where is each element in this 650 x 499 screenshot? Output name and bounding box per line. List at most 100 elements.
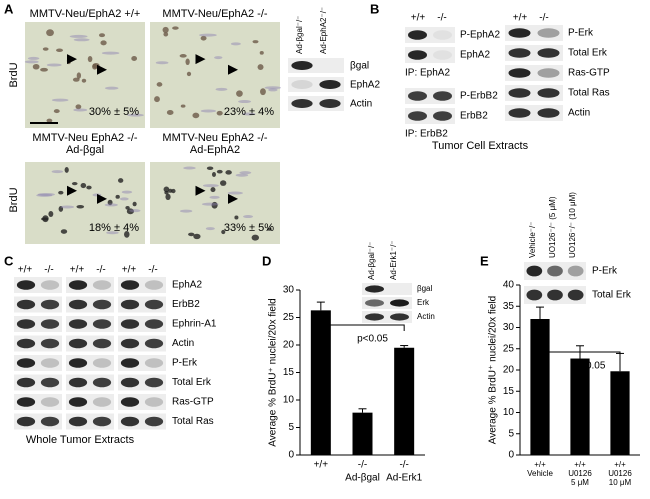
blot-band (92, 299, 112, 310)
nucleus (166, 110, 174, 116)
nucleus (164, 190, 169, 195)
nucleus (132, 201, 137, 207)
blot-band (390, 299, 409, 307)
blot-band (40, 280, 60, 290)
panel-label: A (4, 1, 14, 16)
blot-band (144, 338, 164, 349)
lane-label: -/- (437, 13, 446, 24)
blot-band (508, 108, 531, 118)
arrowhead (97, 193, 107, 204)
lane-label: -/- (96, 265, 105, 276)
nucleus (193, 233, 201, 240)
panel-label: B (370, 1, 379, 16)
nucleus (156, 82, 163, 87)
row-label: P-ErbB2 (460, 91, 498, 102)
lane-label: Ad-EphA2⁻/⁻ (319, 7, 328, 54)
panel-caption: Tumor Cell Extracts (432, 140, 529, 152)
cell (242, 112, 256, 116)
blot-band (68, 377, 88, 388)
image-title: Ad-βgal (66, 144, 104, 156)
y-tick-label: 10 (503, 407, 515, 418)
y-tick-label: 20 (283, 340, 295, 351)
nucleus (192, 112, 200, 119)
lane-label: +/+ (122, 265, 137, 276)
percentage: 30% ± 5% (89, 106, 139, 118)
cell (215, 87, 228, 91)
lane-label: Vehicle⁻/⁻ (528, 222, 537, 258)
arrowhead (67, 54, 77, 65)
blot-band (144, 299, 164, 310)
y-axis-label: BrdU (8, 62, 20, 87)
blot-band (567, 265, 584, 277)
nucleus (200, 35, 207, 41)
blot-band (68, 338, 88, 349)
nucleus (162, 26, 169, 34)
nucleus (81, 78, 87, 83)
blot-band (408, 111, 427, 121)
nucleus (124, 230, 130, 238)
blot-band (40, 377, 60, 388)
x-sublabel: 5 μM (571, 478, 589, 487)
blot-band (408, 30, 427, 40)
image-title: Ad-EphA2 (190, 144, 240, 156)
blot-band (433, 30, 452, 40)
percentage: 18% ± 4% (89, 222, 139, 234)
blot-band (92, 319, 112, 329)
cell (200, 109, 217, 113)
row-label: Total Erk (592, 290, 632, 301)
blot-band (68, 299, 88, 310)
y-axis-label: Average % BrdU⁺ nuclei/20x field (268, 298, 279, 447)
row-label: Ephrin-A1 (172, 319, 217, 330)
blot-band (547, 289, 563, 301)
ip-caption: IP: EphA2 (405, 68, 450, 79)
blot-band (537, 68, 560, 78)
nucleus (72, 77, 80, 82)
percentage: 33% ± 5% (224, 222, 274, 234)
nucleus (131, 56, 138, 62)
blot-band (408, 50, 427, 60)
row-label: Actin (172, 338, 194, 349)
row-label: ErbB2 (460, 111, 488, 122)
micrograph (25, 22, 145, 128)
cell (230, 42, 241, 46)
blot-band (68, 358, 88, 368)
cell (51, 98, 69, 102)
row-label: P-EphA2 (460, 30, 500, 41)
nucleus (267, 227, 272, 231)
nucleus (179, 54, 187, 58)
row-label: P-Erk (172, 358, 198, 369)
arrowhead (228, 193, 238, 204)
row-label: EphA2 (350, 80, 380, 91)
nucleus (99, 33, 106, 38)
nucleus (186, 71, 192, 77)
blot-band (508, 48, 531, 58)
panel-caption: Whole Tumor Extracts (26, 434, 135, 446)
y-tick-label: 25 (503, 343, 515, 354)
bar (530, 319, 550, 455)
nucleus (165, 193, 171, 201)
lane-label: -/- (44, 265, 53, 276)
blot-band (16, 397, 36, 407)
row-label: P-Erk (568, 28, 594, 39)
blot-band (16, 338, 36, 349)
bar (394, 347, 415, 455)
y-tick-label: 5 (288, 422, 294, 433)
row-label: Erk (417, 298, 430, 307)
arrowhead (67, 185, 77, 196)
image-title: MMTV-Neu EphA2 -/- (32, 132, 137, 144)
blot-band (144, 416, 164, 427)
nucleus (188, 232, 195, 237)
nucleus (64, 166, 69, 173)
blot-band (16, 377, 36, 388)
blot-band (537, 28, 560, 38)
blot-band (92, 397, 112, 407)
bar (310, 310, 331, 455)
nucleus (56, 48, 64, 53)
blot-band (508, 68, 531, 78)
blot-band (365, 313, 384, 321)
cell (73, 38, 90, 42)
cell (27, 56, 40, 60)
cell (227, 191, 243, 195)
nucleus (211, 201, 218, 209)
significance-bracket (320, 324, 405, 331)
